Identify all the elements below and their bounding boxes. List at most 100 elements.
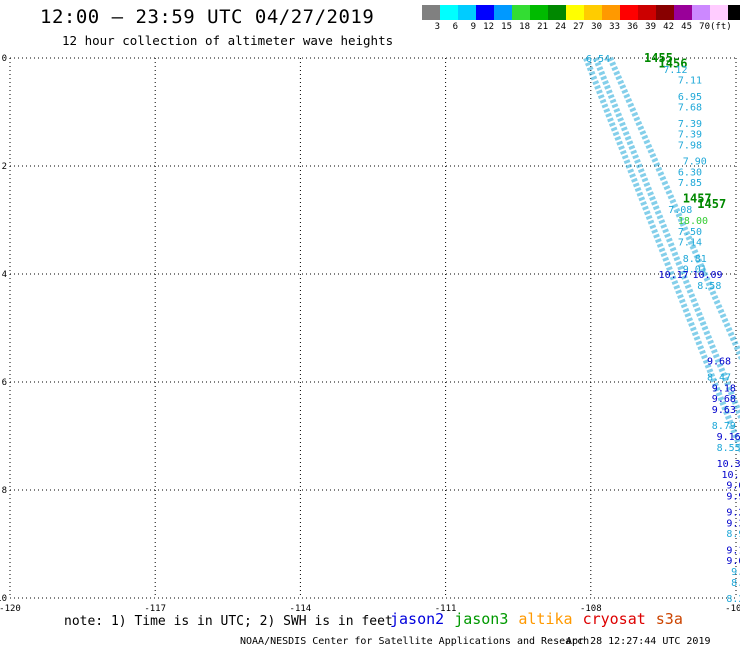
color-swatch — [674, 5, 692, 20]
legend-item-cryosat: cryosat — [582, 610, 646, 628]
wave-height-label: 10.09 — [692, 270, 722, 281]
wave-height-label: 8.79 — [712, 421, 736, 432]
color-swatch — [728, 5, 740, 20]
wave-height-label: 7.39 — [678, 130, 702, 141]
wave-height-label: 7.68 — [678, 103, 702, 114]
color-swatch — [584, 5, 602, 20]
wave-height-label: 7.08 — [668, 205, 692, 216]
lat-tick-label: -10 — [0, 594, 7, 604]
color-swatch — [494, 5, 512, 20]
color-scale-tick-label: (ft) — [710, 22, 732, 32]
legend-item-jason2: jason2 — [390, 610, 445, 628]
color-scale-legend: 3 6 9 12 15 18 21 24 27 30 33 36 39 42 45 70 (ft) — [422, 5, 740, 32]
color-swatch — [656, 5, 674, 20]
wave-height-label: 8.58 — [697, 281, 721, 292]
legend-item-altika: altika — [518, 610, 573, 628]
wave-height-label: 7.12 — [663, 65, 687, 76]
color-scale-tick-label: 42 — [663, 22, 674, 32]
generated-timestamp: Apr 28 12:27:44 UTC 2019 — [566, 636, 711, 647]
wave-height-label: 7.98 — [678, 140, 702, 151]
color-scale-tick-label: 12 — [483, 22, 494, 32]
color-scale-tick-label: 39 — [645, 22, 656, 32]
page-subtitle: 12 hour collection of altimeter wave hei… — [62, 33, 394, 48]
color-swatch — [512, 5, 530, 20]
color-swatch — [458, 5, 476, 20]
pass-time-label: 1456 — [659, 56, 688, 70]
wave-height-label: 9.66 — [726, 481, 740, 492]
wave-height-label: 6.54 — [586, 54, 610, 65]
wave-height-label: 8.47 — [707, 373, 731, 384]
wave-height-label: 8.55 — [717, 443, 740, 454]
satellite-track — [607, 56, 740, 362]
lon-tick-label: -105 — [725, 604, 740, 614]
wave-height-label: 8.44 — [731, 578, 740, 589]
wave-height-label: 10.37 — [717, 459, 740, 470]
color-scale-tick-label: 70 — [699, 22, 710, 32]
color-scale-tick-label: 33 — [609, 22, 620, 32]
color-swatch — [710, 5, 728, 20]
color-swatch — [638, 5, 656, 20]
color-scale-tick-label: 24 — [555, 22, 566, 32]
wave-height-label: 7.90 — [683, 157, 707, 168]
wave-height-label: 7.39 — [678, 119, 702, 130]
satellite-track — [592, 56, 740, 423]
color-swatch — [548, 5, 566, 20]
lon-tick-label: -114 — [290, 604, 312, 614]
pass-time-label: 1457 — [697, 197, 726, 211]
wave-height-label: 9.16 — [717, 432, 740, 443]
lon-tick-label: -117 — [144, 604, 166, 614]
lon-tick-label: -111 — [435, 604, 457, 614]
color-scale-tick-label: 3 — [434, 22, 440, 32]
page-title: 12:00 – 23:59 UTC 04/27/2019 — [40, 6, 375, 28]
color-scale-tick-label: 18 — [519, 22, 530, 32]
color-scale-tick-label: 30 — [591, 22, 602, 32]
color-scale-tick-label: 21 — [537, 22, 548, 32]
color-scale-swatches — [422, 5, 740, 20]
color-scale-tick-label: 27 — [573, 22, 584, 32]
wave-height-label: 7.14 — [678, 238, 702, 249]
legend-item-s3a: s3a — [655, 610, 683, 628]
color-swatch — [566, 5, 584, 20]
wave-height-label: 6.95 — [678, 92, 702, 103]
legend-item-jason3: jason3 — [454, 610, 509, 628]
wave-height-label: 8.99 — [726, 529, 740, 540]
wave-height-label: 10.05 — [721, 470, 740, 481]
color-swatch — [476, 5, 494, 20]
color-swatch — [602, 5, 620, 20]
wave-height-label: 7.11 — [678, 76, 702, 87]
satellite-track — [583, 56, 740, 455]
color-swatch — [440, 5, 458, 20]
wave-height-label: 9.68 — [707, 356, 731, 367]
lon-tick-label: -120 — [0, 604, 21, 614]
color-scale-tick-label: 36 — [627, 22, 638, 32]
wave-height-label: 9.90 — [726, 491, 740, 502]
wave-height-label: 9.18 — [712, 383, 736, 394]
color-scale-labels: 3 6 9 12 15 18 21 24 27 30 33 36 39 42 45 70 (ft) — [422, 22, 740, 32]
pass-time-label: 1455 — [644, 51, 673, 65]
color-swatch — [422, 5, 440, 20]
source-credit: NOAA/NESDIS Center for Satellite Applica… — [240, 636, 590, 647]
wave-height-label: 18.00 — [678, 216, 708, 227]
wave-height-label: 8.81 — [683, 254, 707, 265]
color-scale-tick-label: 45 — [681, 22, 692, 32]
wave-height-label: 7.50 — [678, 227, 702, 238]
color-scale-tick-label: 9 — [470, 22, 476, 32]
lon-tick-label: -108 — [580, 604, 602, 614]
wave-height-label: 9.63 — [712, 405, 736, 416]
wave-height-label: 6.30 — [678, 167, 702, 178]
wave-height-label: 10.17 — [659, 270, 689, 281]
wave-height-label: 9.64 — [726, 556, 740, 567]
wave-height-label: 9.24 — [726, 508, 740, 519]
lat-tick-label: -4 — [0, 270, 7, 280]
units-note: note: 1) Time is in UTC; 2) SWH is in fe… — [64, 614, 393, 629]
color-scale-tick-label: 15 — [501, 22, 512, 32]
color-scale-tick-label: 6 — [452, 22, 458, 32]
wave-height-label: 9.14 — [726, 545, 740, 556]
wave-height-label: 9.01 — [683, 265, 707, 276]
lat-tick-label: 0 — [2, 54, 7, 64]
color-swatch — [620, 5, 638, 20]
wave-height-label: 9.78 — [731, 567, 740, 578]
wave-height-label: 9.39 — [726, 518, 740, 529]
wave-height-label: 7.85 — [678, 178, 702, 189]
